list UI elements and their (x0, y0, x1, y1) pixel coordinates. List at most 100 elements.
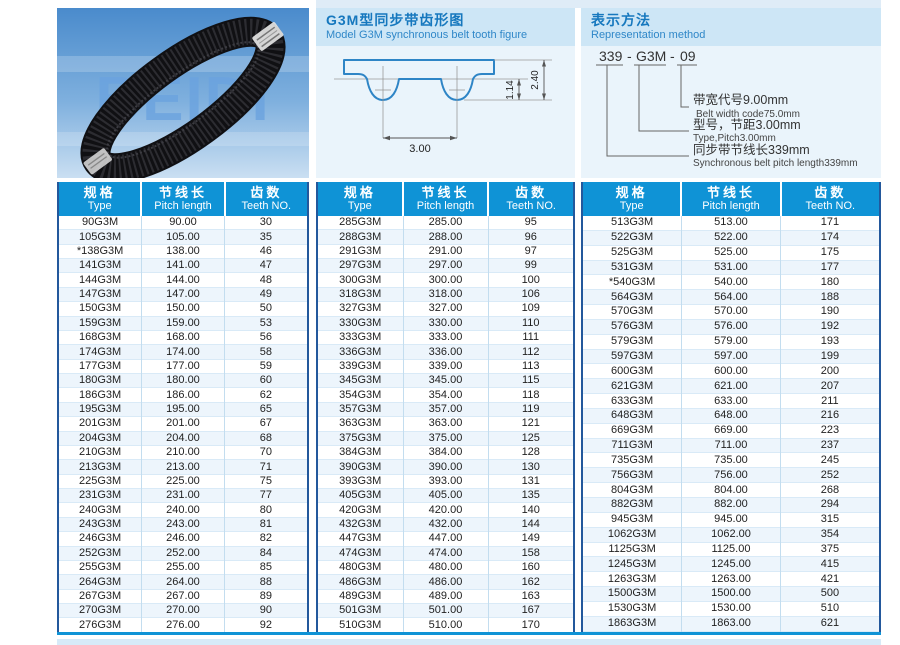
table-row: 510G3M 510.00 170 (318, 617, 573, 632)
table-cell: 648G3M (583, 407, 682, 424)
top-divider-strip (316, 0, 881, 8)
table-cell: 531.00 (681, 259, 781, 275)
table-cell: 49 (223, 286, 307, 302)
table-row: 246G3M 246.00 82 (59, 531, 307, 547)
table-cell: 357G3M (318, 401, 403, 417)
table-cell: 882G3M (583, 497, 682, 513)
table-cell: 1263.00 (681, 571, 781, 587)
table-cell: 68 (223, 430, 307, 446)
table-cell (779, 630, 879, 632)
col-header-type: 规格 Type (583, 182, 680, 216)
table-cell: 85 (223, 559, 307, 575)
tooth-figure-header: G3M型同步带齿形图 Model G3M synchronous belt to… (316, 8, 575, 46)
table-cell: 97 (487, 243, 573, 259)
table-row: 711G3M 711.00 237 (583, 437, 879, 453)
bottom-accent-strip (57, 639, 881, 645)
table-row: 300G3M 300.00 100 (318, 272, 573, 288)
table-cell: 333.00 (402, 329, 488, 345)
table-cell: 711.00 (681, 437, 781, 453)
spec-table-1-header: 规格 Type 节线长 Pitch length 齿数 Teeth NO. (59, 182, 307, 216)
table-row: 597G3M 597.00 199 (583, 348, 879, 364)
table-cell: 110 (487, 315, 573, 331)
table-row: 1263G3M 1263.00 421 (583, 571, 879, 587)
table-cell: 118 (487, 387, 573, 403)
table-cell: 246G3M (59, 531, 142, 547)
tooth-figure-title-zh: G3M型同步带齿形图 (326, 12, 465, 28)
table-cell: 570.00 (681, 304, 781, 320)
table-row: 564G3M 564.00 188 (583, 289, 879, 305)
table-cell: 140 (487, 502, 573, 518)
table-cell: 531G3M (583, 259, 682, 275)
table-cell: 175 (779, 244, 879, 260)
code-annotations: 带宽代号9.00mm Belt width code75.0mm 型号，节距3.… (693, 92, 858, 169)
table-row: 333G3M 333.00 111 (318, 329, 573, 345)
annotation-type-zh: 型号，节距3.00mm (693, 118, 801, 132)
table-cell: 291G3M (318, 243, 403, 259)
table-cell: 945.00 (681, 511, 781, 528)
table-row: 621G3M 621.00 207 (583, 378, 879, 394)
table-cell: 327G3M (318, 301, 403, 317)
table-row: 225G3M 225.00 75 (59, 473, 307, 489)
representation-panel: 表示方法 Representation method 339 - G3M - 0… (581, 8, 881, 178)
table-cell: 213G3M (59, 459, 142, 475)
table-row: 318G3M 318.00 106 (318, 286, 573, 302)
table-cell: 159G3M (59, 315, 142, 331)
table-cell: 113 (487, 358, 573, 374)
table-cell: 345.00 (402, 373, 488, 388)
col-header-type: 规格 Type (59, 182, 140, 216)
dimension-pitch: 3.00 (383, 135, 457, 155)
table-cell: 669G3M (583, 422, 682, 439)
thickness-dim-label: 2.40 (530, 70, 541, 90)
table-cell: 480.00 (402, 559, 488, 575)
table-cell: 80 (223, 502, 307, 518)
col-header-teeth-en: Teeth NO. (506, 200, 556, 212)
table-cell: 300G3M (318, 272, 403, 288)
table-cell: 180 (779, 274, 879, 290)
table-cell: 576.00 (681, 318, 781, 335)
table-cell: 500 (779, 586, 879, 602)
table-cell: 144G3M (59, 272, 142, 288)
table-row: 384G3M 384.00 128 (318, 444, 573, 460)
code-separator: - (627, 48, 632, 64)
table-cell: 216 (779, 407, 879, 424)
table-row: 393G3M 393.00 131 (318, 473, 573, 489)
table-row: 525G3M 525.00 175 (583, 244, 879, 260)
table-cell: 270.00 (141, 603, 225, 618)
annotation-width-en: Belt width code75.0mm (696, 109, 800, 120)
table-cell: 81 (223, 516, 307, 532)
table-row: 354G3M 354.00 118 (318, 387, 573, 403)
table-row: 327G3M 327.00 109 (318, 301, 573, 317)
table-row: 297G3M 297.00 99 (318, 258, 573, 273)
table-row: 480G3M 480.00 160 (318, 559, 573, 575)
table-cell: 447G3M (318, 531, 403, 547)
table-cell: 231G3M (59, 488, 142, 503)
table-cell: 288G3M (318, 229, 403, 245)
col-header-teeth: 齿数 Teeth NO. (223, 182, 307, 216)
table-cell: 201.00 (141, 416, 225, 432)
table-cell: 243G3M (59, 516, 142, 532)
spec-table-2: 规格 Type 节线长 Pitch length 齿数 Teeth NO. 28… (316, 182, 575, 632)
representation-body: 339 - G3M - 09 带宽代号9.00mm (581, 46, 881, 178)
table-cell: 240.00 (141, 502, 225, 518)
table-row: 144G3M 144.00 48 (59, 272, 307, 288)
table-cell: 71 (223, 459, 307, 475)
table-cell: 1245.00 (681, 556, 781, 572)
table-cell: 336G3M (318, 344, 403, 360)
table-cell: 70 (223, 444, 307, 460)
col-header-type-zh: 规格 (615, 185, 648, 200)
table-cell: 195.00 (141, 401, 225, 417)
table-row: 159G3M 159.00 53 (59, 315, 307, 331)
table-cell: 90 (223, 603, 307, 618)
table-cell: 513.00 (681, 216, 781, 231)
table-cell: 167 (487, 603, 573, 618)
table-cell: 255G3M (59, 559, 142, 575)
table-cell: 333G3M (318, 329, 403, 345)
table-cell: 231.00 (141, 488, 225, 503)
table-cell: 149 (487, 531, 573, 547)
table-cell: 354 (779, 526, 879, 543)
table-cell: 111 (487, 329, 573, 345)
table-cell: 525.00 (681, 244, 781, 260)
table-row: 90G3M 90.00 30 (59, 216, 307, 230)
table-row: 336G3M 336.00 112 (318, 344, 573, 360)
